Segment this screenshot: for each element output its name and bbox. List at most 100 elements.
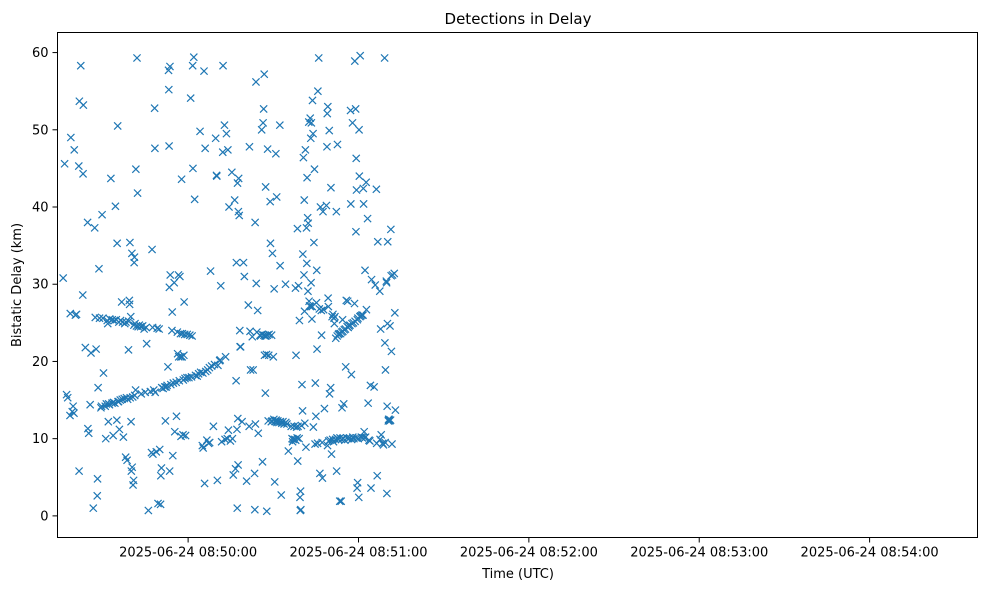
data-point <box>63 393 72 402</box>
data-point <box>371 280 380 290</box>
data-point <box>233 414 242 423</box>
data-point <box>282 419 291 429</box>
data-point <box>213 361 222 370</box>
data-point <box>281 280 290 289</box>
data-point <box>209 422 218 431</box>
data-point <box>188 61 197 70</box>
data-point <box>376 435 385 444</box>
data-point <box>304 219 313 228</box>
data-point <box>165 467 174 476</box>
data-point <box>357 311 366 320</box>
data-point <box>365 436 374 446</box>
data-point <box>74 162 83 171</box>
data-point <box>308 96 317 105</box>
data-point <box>221 352 230 361</box>
data-point <box>314 53 323 63</box>
data-point <box>157 463 166 473</box>
data-point <box>324 302 333 311</box>
data-point <box>307 278 316 287</box>
data-point <box>291 351 301 360</box>
data-point <box>347 370 356 379</box>
data-point <box>294 281 303 290</box>
data-point <box>380 338 389 347</box>
data-point <box>233 504 242 513</box>
data-point <box>180 297 189 307</box>
data-point <box>229 470 238 479</box>
data-point <box>300 419 309 428</box>
data-point <box>276 261 285 270</box>
data-point <box>355 125 364 134</box>
data-point <box>383 237 392 246</box>
data-point <box>216 355 225 364</box>
data-point <box>245 422 254 431</box>
data-point <box>166 270 175 279</box>
data-point <box>235 211 244 220</box>
data-point <box>261 389 270 398</box>
data-point <box>338 315 347 324</box>
data-point <box>312 266 321 275</box>
data-point <box>352 185 361 195</box>
y-tick-label: 50 <box>32 123 49 138</box>
data-point <box>267 331 276 340</box>
data-point <box>372 185 381 194</box>
data-point <box>93 491 102 500</box>
data-point <box>165 141 174 151</box>
data-point <box>144 506 153 515</box>
data-point <box>149 385 158 395</box>
data-point <box>97 402 106 411</box>
data-point <box>302 223 311 232</box>
data-point <box>250 505 259 514</box>
data-point <box>169 379 178 388</box>
data-point <box>130 253 139 262</box>
data-point <box>266 239 275 248</box>
data-point <box>367 275 376 284</box>
y-axis-label: Bistatic Delay (km) <box>10 223 25 347</box>
data-point <box>299 270 308 279</box>
data-point <box>311 379 320 388</box>
data-point <box>346 199 355 208</box>
data-point <box>79 101 88 110</box>
data-point <box>223 145 232 154</box>
data-point <box>278 417 287 426</box>
data-point <box>302 259 311 268</box>
data-point <box>330 312 339 321</box>
data-point <box>356 51 365 60</box>
data-point <box>150 104 159 113</box>
data-point <box>377 430 386 439</box>
data-point <box>152 447 161 456</box>
data-point <box>105 314 114 324</box>
data-point <box>232 425 241 434</box>
data-point <box>327 450 336 459</box>
x-axis-label: Time (UTC) <box>481 567 554 582</box>
data-point <box>232 258 241 267</box>
data-point <box>178 430 188 439</box>
data-point <box>200 479 209 488</box>
data-point <box>380 53 389 63</box>
data-point <box>265 330 274 339</box>
data-points <box>59 51 400 516</box>
data-point <box>275 121 284 130</box>
data-point <box>238 417 247 426</box>
y-tick-label: 20 <box>32 355 49 370</box>
data-point <box>128 463 137 472</box>
data-point <box>254 429 263 438</box>
data-point <box>325 389 334 398</box>
data-point <box>300 196 309 205</box>
data-point <box>303 173 312 182</box>
data-point <box>126 312 135 321</box>
data-point <box>358 433 367 442</box>
data-point <box>113 239 122 248</box>
data-point <box>186 94 195 103</box>
data-point <box>385 321 395 330</box>
data-point <box>206 267 215 276</box>
data-point <box>65 411 75 420</box>
data-point <box>249 365 258 374</box>
data-point <box>390 269 399 278</box>
data-point <box>333 140 342 149</box>
data-point <box>313 345 322 354</box>
y-tick-label: 40 <box>32 201 49 216</box>
data-point <box>323 441 332 450</box>
data-point <box>366 484 376 493</box>
data-point <box>362 178 371 187</box>
data-point <box>161 416 170 425</box>
